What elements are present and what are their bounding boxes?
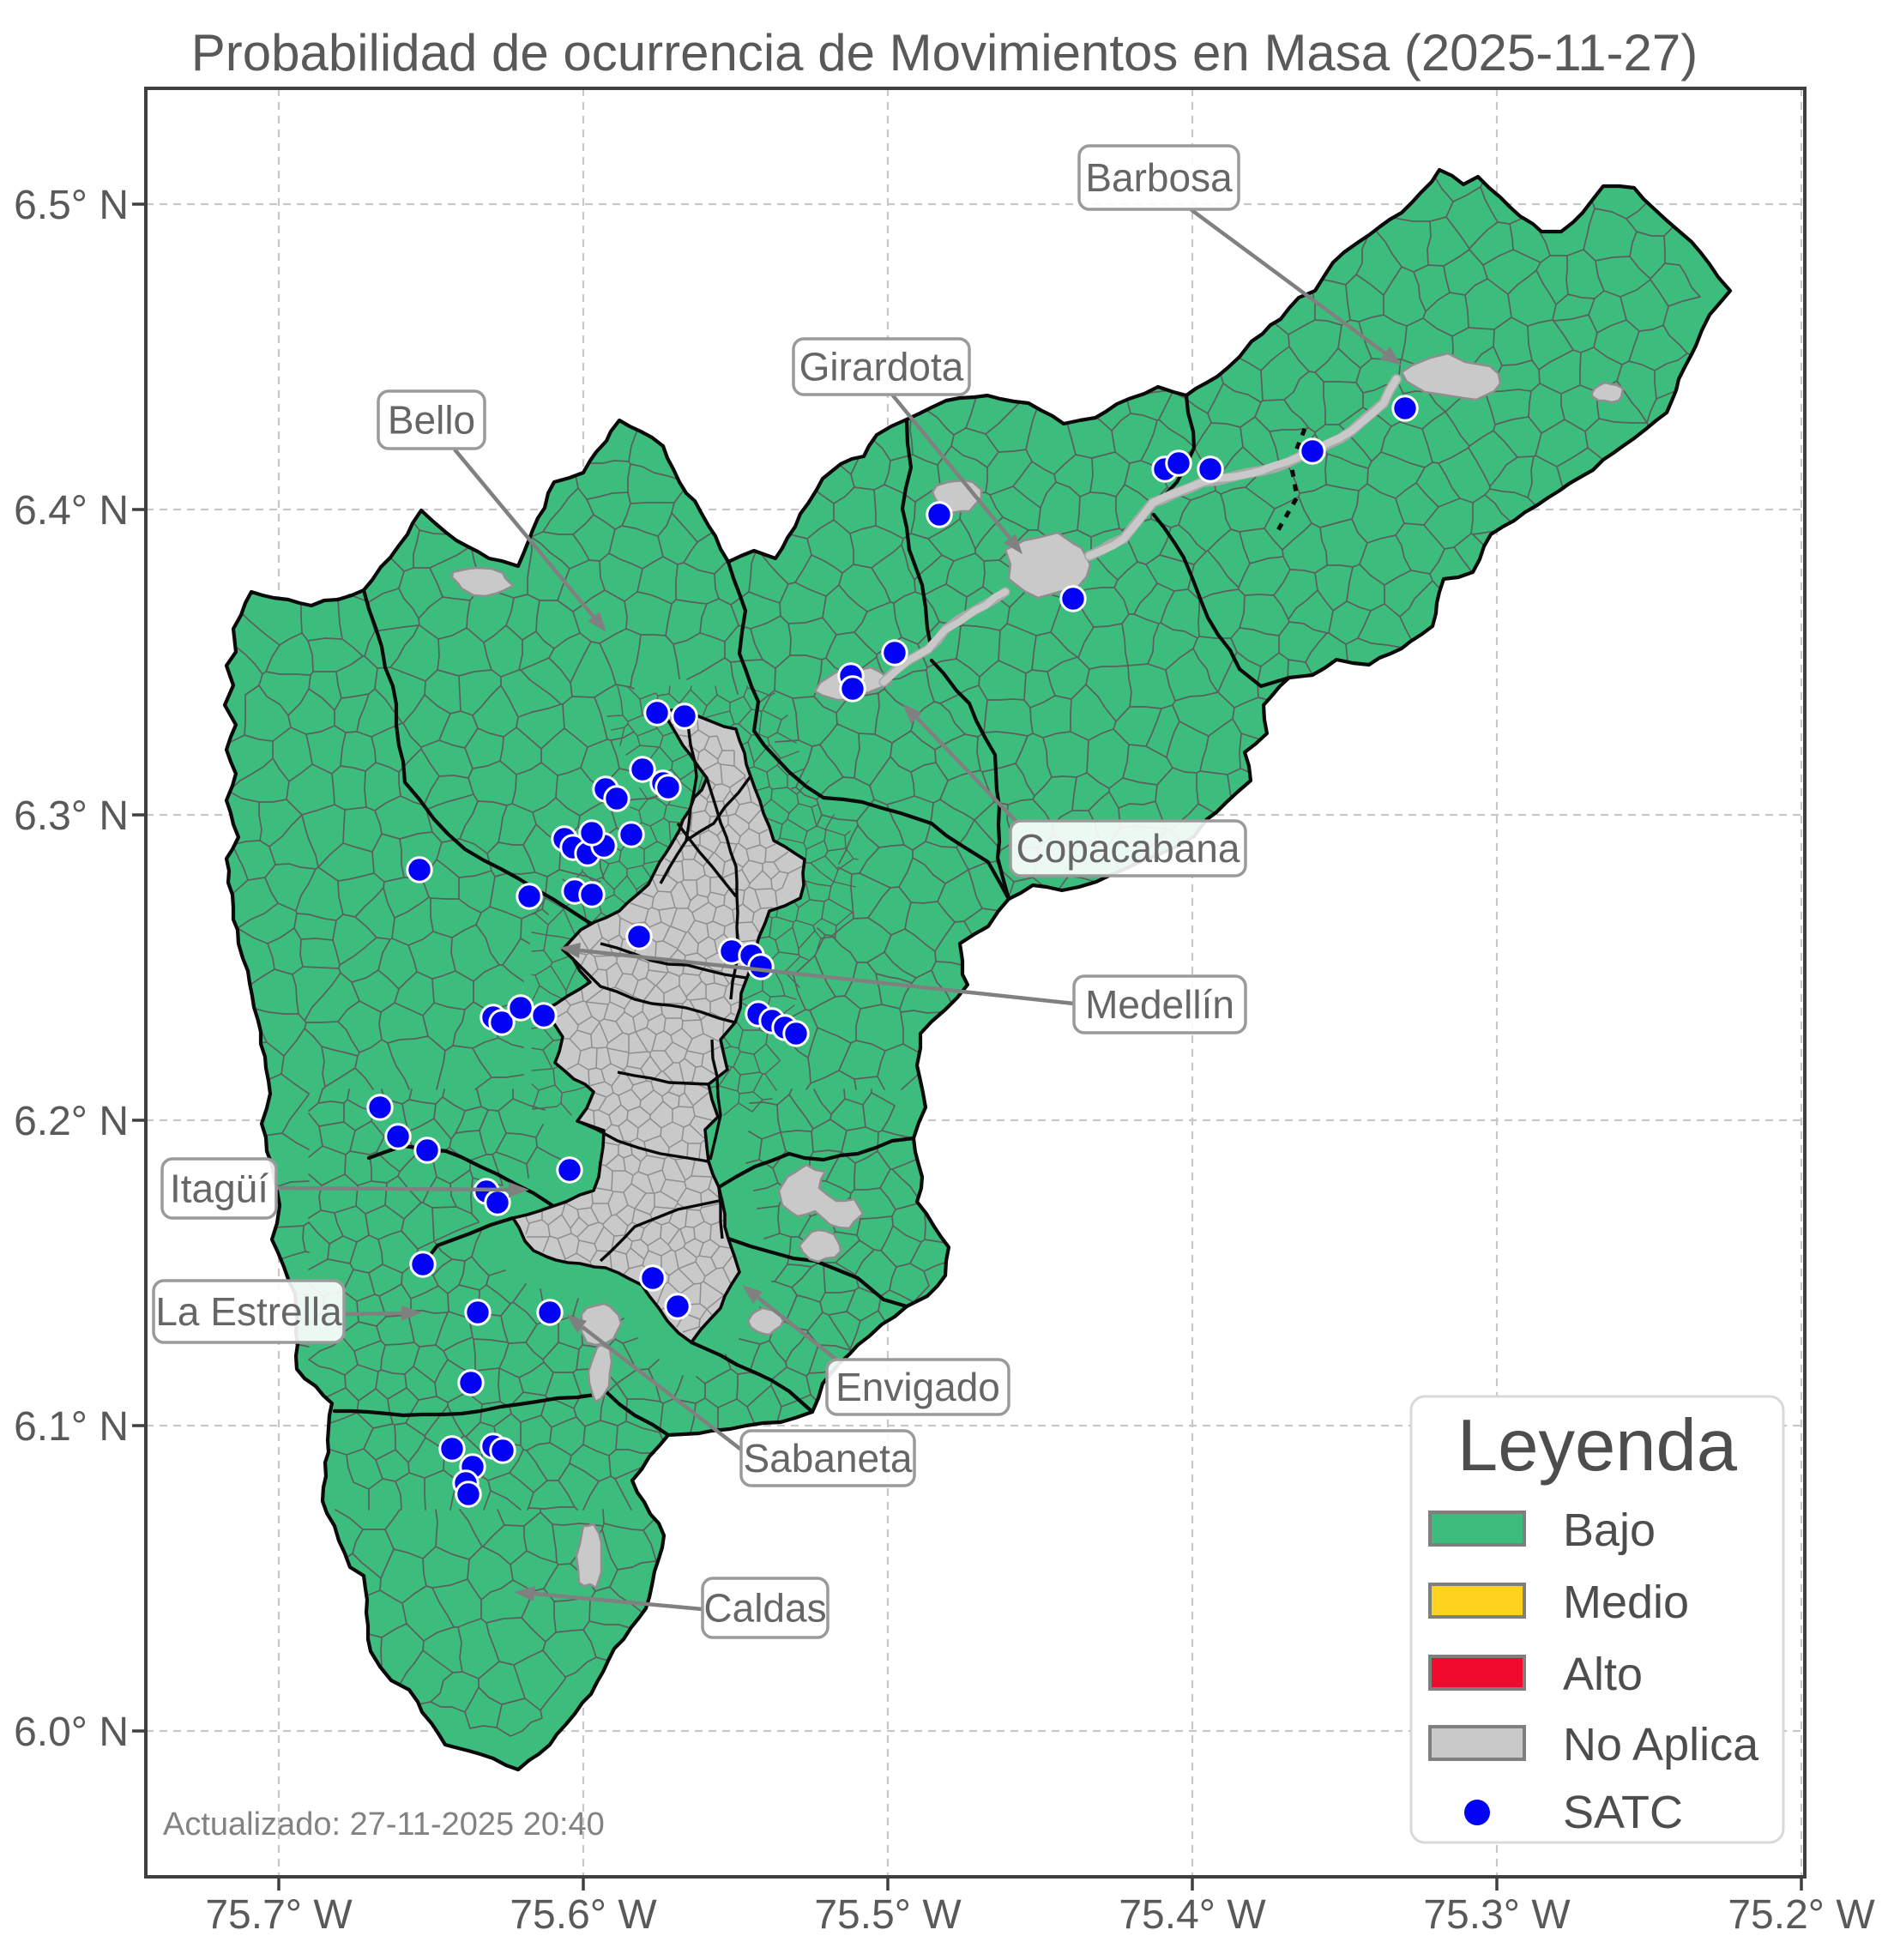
- svg-text:Girardota: Girardota: [799, 345, 964, 389]
- svg-text:SATC: SATC: [1563, 1787, 1683, 1838]
- svg-text:75.6° W: 75.6° W: [510, 1892, 657, 1938]
- svg-text:Envigado: Envigado: [835, 1365, 1000, 1409]
- svg-text:75.4° W: 75.4° W: [1119, 1892, 1266, 1938]
- svg-text:Medellín: Medellín: [1085, 982, 1234, 1027]
- svg-text:6.2° N: 6.2° N: [14, 1099, 129, 1144]
- svg-text:Leyenda: Leyenda: [1457, 1405, 1738, 1487]
- svg-text:Caldas: Caldas: [703, 1586, 826, 1631]
- svg-text:Copacabana: Copacabana: [1016, 826, 1240, 871]
- svg-text:Bajo: Bajo: [1563, 1505, 1656, 1556]
- svg-text:Sabaneta: Sabaneta: [744, 1436, 913, 1481]
- svg-text:Bello: Bello: [388, 398, 475, 443]
- svg-text:6.0° N: 6.0° N: [14, 1710, 129, 1755]
- svg-text:6.3° N: 6.3° N: [14, 793, 129, 839]
- svg-text:6.4° N: 6.4° N: [14, 488, 129, 534]
- svg-text:Probabilidad de ocurrencia de: Probabilidad de ocurrencia de Movimiento…: [191, 24, 1698, 81]
- svg-text:75.5° W: 75.5° W: [814, 1892, 962, 1938]
- svg-text:75.2° W: 75.2° W: [1728, 1892, 1875, 1938]
- svg-text:75.3° W: 75.3° W: [1423, 1892, 1571, 1938]
- svg-text:No Aplica: No Aplica: [1563, 1719, 1759, 1770]
- svg-text:Barbosa: Barbosa: [1085, 155, 1233, 200]
- svg-text:La Estrella: La Estrella: [155, 1289, 342, 1334]
- svg-text:Actualizado: 27-11-2025 20:40: Actualizado: 27-11-2025 20:40: [163, 1806, 605, 1842]
- svg-text:6.5° N: 6.5° N: [14, 183, 129, 228]
- svg-text:Alto: Alto: [1563, 1649, 1643, 1700]
- svg-text:75.7° W: 75.7° W: [205, 1892, 353, 1938]
- svg-text:6.1° N: 6.1° N: [14, 1404, 129, 1450]
- svg-text:Itagüí: Itagüí: [170, 1167, 268, 1211]
- svg-text:Medio: Medio: [1563, 1577, 1689, 1628]
